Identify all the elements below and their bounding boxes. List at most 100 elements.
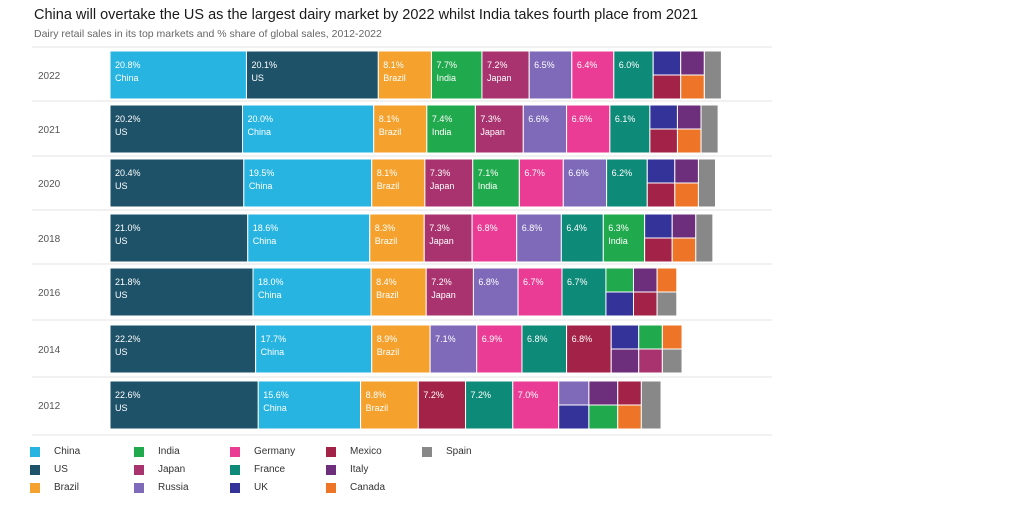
bar-segment-2020-france	[606, 158, 648, 208]
bar-segment-2018-italy	[671, 213, 697, 239]
bar-segment-2014-canada	[661, 324, 683, 350]
year-label: 2014	[38, 345, 61, 356]
bar-segment-2020-italy	[674, 158, 699, 184]
data-label-country: China	[115, 73, 139, 83]
legend-label: Mexico	[350, 446, 382, 457]
data-label-value: 6.4%	[577, 60, 598, 70]
legend-item-france: France	[230, 464, 285, 475]
bar-segment-2014-france	[521, 324, 568, 374]
data-label-value: 7.1%	[435, 334, 456, 344]
data-label-value: 6.7%	[523, 277, 544, 287]
legend-item-canada: Canada	[326, 482, 385, 493]
data-label-value: 6.7%	[524, 168, 545, 178]
bar-segment-2022-russia	[528, 50, 573, 100]
data-label-country: China	[261, 347, 285, 357]
data-label-value: 6.6%	[572, 114, 593, 124]
legend-swatch	[30, 482, 40, 493]
data-label-country: India	[608, 236, 628, 246]
legend-label: US	[54, 464, 68, 475]
legend-label: Canada	[350, 482, 386, 493]
data-label-value: 6.5%	[534, 60, 555, 70]
bar-segment-2020-spain	[697, 158, 716, 208]
bar-segment-2016-france	[561, 267, 607, 317]
data-label-value: 19.5%	[249, 168, 275, 178]
legend-swatch	[134, 464, 144, 475]
bar-segment-2018-mexico	[644, 237, 673, 263]
data-label-value: 21.8%	[115, 277, 141, 287]
legend-swatch	[326, 446, 336, 457]
legend-swatch	[422, 446, 432, 457]
data-label-country: US	[115, 290, 128, 300]
bar-segment-2018-france	[560, 213, 604, 263]
data-label-value: 7.3%	[430, 168, 451, 178]
bar-segment-2022-uk	[652, 50, 682, 76]
bar-segment-2022-germany	[571, 50, 615, 100]
bar-segment-2021-japan	[474, 104, 524, 154]
bar-segment-2014-germany	[476, 324, 523, 374]
data-label-value: 6.8%	[477, 223, 498, 233]
data-label-value: 8.3%	[375, 223, 396, 233]
data-label-country: Brazil	[379, 127, 402, 137]
data-label-value: 17.7%	[261, 334, 287, 344]
bar-segment-2018-canada	[671, 237, 697, 263]
bar-segment-2014-mexico	[566, 324, 612, 374]
data-label-country: US	[115, 127, 128, 137]
data-label-country: US	[115, 403, 128, 413]
bar-segment-2018-spain	[695, 213, 714, 263]
legend-label: Italy	[350, 464, 369, 475]
data-label-value: 6.4%	[566, 223, 587, 233]
data-label-value: 15.6%	[263, 390, 289, 400]
bar-segment-2014-china	[255, 324, 373, 374]
legend-item-india: India	[134, 446, 180, 457]
data-label-country: China	[258, 290, 282, 300]
data-label-value: 20.8%	[115, 60, 141, 70]
legend-swatch	[326, 482, 336, 493]
bar-segment-2020-brazil	[371, 158, 426, 208]
data-label-country: Japan	[429, 236, 454, 246]
bar-segment-2012-uk	[558, 404, 590, 430]
bar-segment-2020-mexico	[646, 182, 676, 208]
bar-segment-2018-russia	[516, 213, 562, 263]
data-label-value: 8.1%	[379, 114, 400, 124]
legend-swatch	[326, 464, 336, 475]
data-label-value: 6.8%	[522, 223, 543, 233]
legend-item-spain: Spain	[422, 446, 472, 457]
bar-segment-2022-india	[430, 50, 483, 100]
bar-segment-2022-france	[613, 50, 654, 100]
data-label-value: 6.8%	[572, 334, 593, 344]
data-label-country: China	[263, 403, 287, 413]
legend-label: Brazil	[54, 482, 80, 493]
data-label-value: 6.2%	[612, 168, 633, 178]
bar-segment-2021-us	[109, 104, 244, 154]
data-label-value: 8.1%	[383, 60, 404, 70]
bar-segment-2018-japan	[423, 213, 473, 263]
bar-segment-2021-china	[242, 104, 375, 154]
bar-segment-2012-us	[109, 380, 259, 430]
bar-segment-2022-brazil	[377, 50, 432, 100]
data-label-country: China	[249, 181, 273, 191]
bar-segment-2020-us	[109, 158, 245, 208]
bar-segment-2021-russia	[522, 104, 568, 154]
data-label-value: 7.2%	[471, 390, 492, 400]
data-label-country: US	[115, 181, 128, 191]
bar-segment-2014-japan	[638, 348, 663, 374]
data-label-value: 6.6%	[568, 168, 589, 178]
data-label-country: US	[115, 236, 128, 246]
legend-item-mexico: Mexico	[326, 446, 382, 457]
bar-segment-2018-germany	[471, 213, 518, 263]
bar-segment-2022-us	[245, 50, 379, 100]
data-label-country: US	[251, 73, 264, 83]
data-label-value: 6.3%	[608, 223, 629, 233]
data-label-value: 6.8%	[478, 277, 499, 287]
legend-item-germany: Germany	[230, 446, 295, 457]
chart-legend: China US Brazil India Japan Russia Germany Fran…	[30, 446, 490, 502]
bar-segment-2014-italy	[610, 348, 640, 374]
data-label-country: Brazil	[366, 403, 389, 413]
year-label: 2012	[38, 401, 61, 412]
data-label-value: 7.0%	[518, 390, 539, 400]
data-label-country: Japan	[487, 73, 512, 83]
legend-swatch	[230, 464, 240, 475]
year-label: 2022	[38, 71, 61, 82]
data-label-value: 20.0%	[248, 114, 274, 124]
